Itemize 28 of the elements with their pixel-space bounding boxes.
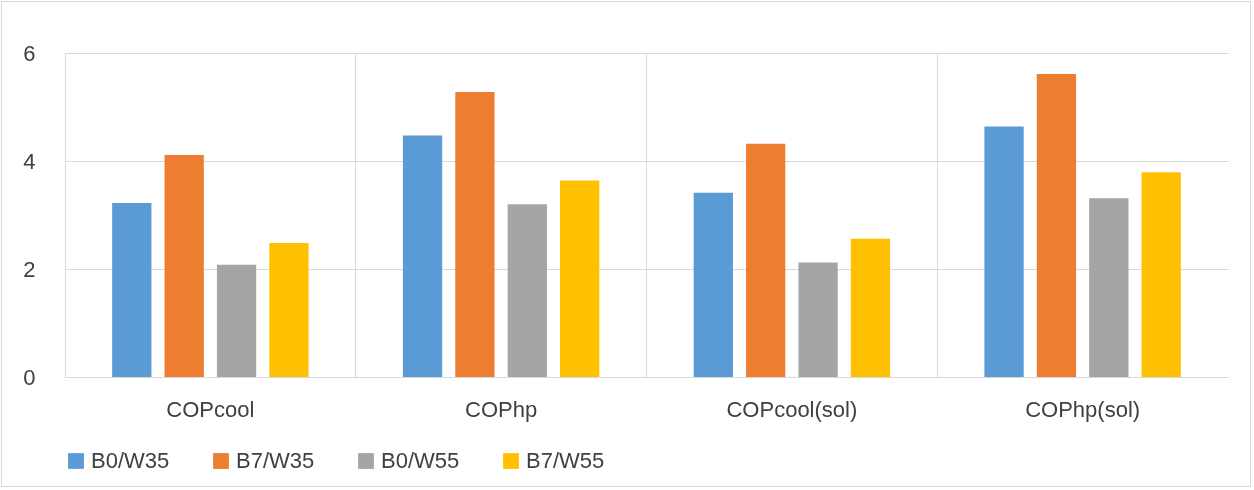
y-tick-label: 0 xyxy=(23,364,36,390)
bar xyxy=(850,238,891,377)
legend-label: B7/W55 xyxy=(526,448,605,473)
bar xyxy=(402,135,443,377)
bar xyxy=(1141,172,1181,377)
bar xyxy=(269,243,309,377)
legend-label: B0/W35 xyxy=(91,448,170,473)
bar xyxy=(164,155,204,377)
x-tick-label: COPcool xyxy=(166,396,255,422)
bar xyxy=(507,204,547,377)
bar xyxy=(216,264,257,377)
bar xyxy=(455,91,495,377)
y-tick-label: 4 xyxy=(23,148,36,174)
y-tick-label: 6 xyxy=(23,40,36,66)
x-tick-label: COPhp(sol) xyxy=(1025,396,1141,422)
bar xyxy=(798,262,838,377)
bar xyxy=(746,143,786,377)
y-tick-label: 2 xyxy=(23,256,36,282)
bar xyxy=(1036,74,1077,377)
x-tick-label: COPcool(sol) xyxy=(726,396,858,422)
bar xyxy=(984,126,1024,377)
bar xyxy=(112,203,152,377)
bar xyxy=(693,192,733,377)
legend-label: B7/W35 xyxy=(236,448,315,473)
bar xyxy=(560,180,600,377)
legend-label: B0/W55 xyxy=(381,448,460,473)
bar xyxy=(1089,198,1129,377)
x-tick-label: COPhp xyxy=(465,396,538,422)
